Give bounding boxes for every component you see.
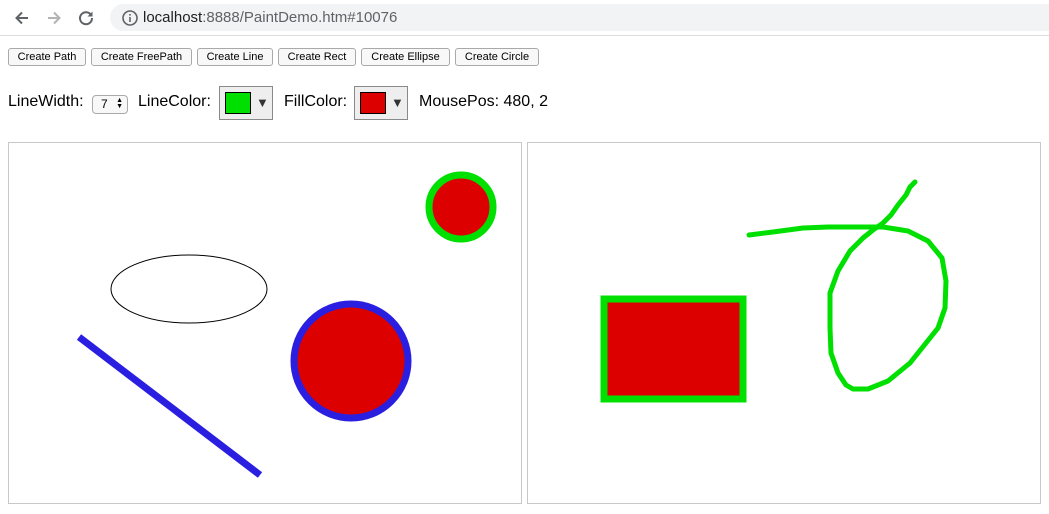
fill-color-label: FillColor:	[284, 93, 348, 110]
create-line-button[interactable]: Create Line	[197, 48, 273, 66]
reload-icon	[79, 11, 94, 26]
line-width-value: 7	[101, 97, 108, 111]
mouse-pos-value: 480, 2	[503, 93, 548, 110]
ellipse-shape[interactable]	[110, 254, 268, 324]
stepper-arrows-icon: ▲ ▼	[116, 97, 123, 110]
large-circle-shape[interactable]	[290, 300, 412, 422]
url-path: :8888/PaintDemo.htm#10076	[202, 9, 398, 26]
freepath-shape[interactable]	[746, 179, 949, 392]
fill-color-swatch	[360, 92, 386, 114]
create-ellipse-button[interactable]: Create Ellipse	[361, 48, 450, 66]
line-color-swatch	[225, 92, 251, 114]
line-width-select[interactable]: 7 ▲ ▼	[92, 95, 128, 114]
mouse-pos-label: MousePos:	[419, 93, 500, 110]
browser-toolbar: localhost:8888/PaintDemo.htm#10076	[0, 0, 1049, 36]
canvas-left-surface[interactable]	[9, 143, 521, 503]
reload-button[interactable]	[74, 6, 98, 30]
small-circle-shape[interactable]	[425, 171, 497, 243]
create-circle-button[interactable]: Create Circle	[455, 48, 539, 66]
mouse-pos-readout: MousePos: 480, 2	[419, 93, 548, 111]
forward-button[interactable]	[42, 6, 66, 30]
line-color-picker[interactable]: ▼	[219, 86, 273, 120]
forward-arrow-icon	[48, 11, 61, 25]
url-host: localhost	[143, 9, 203, 26]
back-button[interactable]	[10, 6, 34, 30]
drawing-canvas-right[interactable]	[527, 142, 1041, 504]
create-freepath-button[interactable]: Create FreePath	[91, 48, 192, 66]
info-icon[interactable]	[121, 9, 139, 27]
line-width-label: LineWidth:	[8, 93, 84, 110]
dropdown-arrow-icon: ▼	[256, 95, 269, 110]
address-bar[interactable]: localhost:8888/PaintDemo.htm#10076	[110, 4, 1049, 31]
url-text[interactable]: localhost:8888/PaintDemo.htm#10076	[143, 9, 397, 27]
fill-color-picker[interactable]: ▼	[354, 86, 408, 120]
back-arrow-icon	[15, 11, 28, 25]
line-shape[interactable]	[76, 334, 263, 478]
rect-shape[interactable]	[600, 295, 747, 403]
line-color-label: LineColor:	[138, 93, 211, 110]
create-path-button[interactable]: Create Path	[8, 48, 86, 66]
drawing-canvas-left[interactable]	[8, 142, 522, 504]
canvas-right-surface[interactable]	[528, 143, 1040, 503]
dropdown-arrow-icon: ▼	[391, 95, 404, 110]
create-rect-button[interactable]: Create Rect	[278, 48, 356, 66]
